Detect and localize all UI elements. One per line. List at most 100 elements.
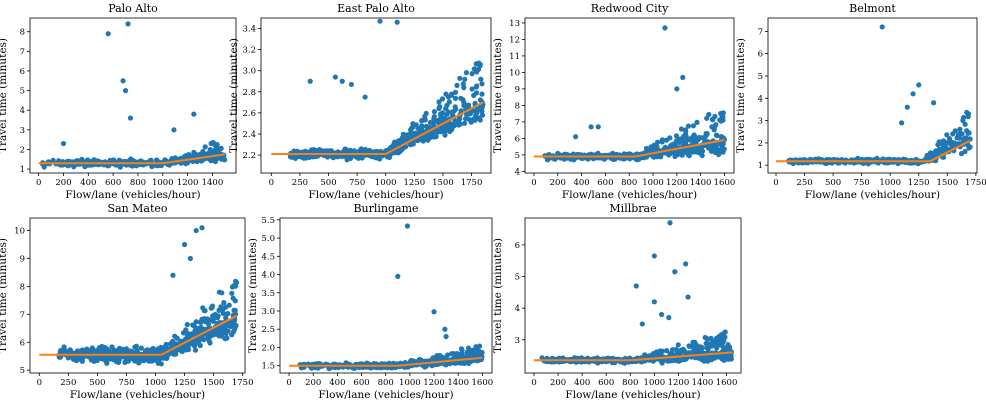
y-tick-label: 2.4 (242, 130, 256, 140)
scatter-point (201, 337, 207, 343)
scatter-point (193, 341, 199, 347)
scatter-point (181, 241, 188, 248)
scatter-point (170, 338, 176, 344)
scatter-point (947, 138, 953, 144)
scatter-point (683, 261, 689, 267)
y-tick-label: 2.0 (261, 343, 275, 353)
scatter-point (442, 326, 448, 332)
x-tick-label: 1600 (714, 178, 736, 188)
scatter-point (658, 311, 665, 318)
y-tick-label: 5 (515, 273, 520, 283)
y-tick-label: 3.4 (242, 25, 256, 35)
x-tick-label: 600 (353, 378, 369, 388)
fit-line (271, 101, 484, 155)
scatter-point (664, 348, 670, 354)
x-tick-label: 250 (796, 178, 812, 188)
scatter-point (409, 131, 415, 137)
scatter-point (187, 255, 193, 262)
scatter-point (299, 154, 305, 160)
scatter-point (346, 154, 352, 160)
scatter-point (690, 123, 697, 129)
fit-line (39, 314, 238, 356)
x-tick-label: 1000 (642, 178, 664, 188)
y-tick-label: 3 (20, 126, 25, 136)
scatter-point (133, 354, 139, 361)
scatter-point (205, 321, 211, 327)
scatter-point (461, 99, 467, 105)
scatter-point (950, 131, 956, 137)
x-tick-label: 1600 (472, 378, 494, 388)
y-tick-label: 10 (14, 227, 25, 237)
scatter-point (957, 126, 963, 132)
scatter-point (706, 145, 712, 151)
scatter-point (151, 356, 157, 362)
scatter-point (457, 75, 463, 81)
scatter-point (678, 126, 685, 132)
y-tick-label: 1 (758, 161, 763, 171)
y-axis-label: Travel time (minutes) (492, 38, 504, 153)
scatter-point (326, 366, 332, 372)
x-tick-label: 750 (349, 178, 365, 188)
scatter-point (174, 335, 180, 341)
y-tick-label: 4.5 (261, 252, 275, 262)
scatter-point (125, 21, 131, 27)
scatter-point (100, 355, 107, 362)
scatter-point (229, 290, 235, 296)
scatter-point (639, 321, 645, 327)
scatter-point (191, 111, 197, 117)
plot-frame (260, 17, 492, 174)
scatter-point (696, 144, 702, 150)
scatter-point (94, 158, 100, 164)
scatter-point (421, 135, 427, 141)
scatter-point (229, 284, 235, 290)
scatter-point (287, 154, 293, 160)
scatter-point (190, 322, 196, 328)
scatter-point (706, 111, 712, 118)
scatter-point (446, 99, 452, 105)
chart-title: Palo Alto (108, 2, 158, 15)
scatter-point (652, 145, 658, 151)
scatter-point (395, 273, 401, 279)
scatter-point (377, 18, 383, 24)
scatter-point (431, 355, 437, 361)
scatter-point (199, 225, 205, 231)
scatter-point (965, 111, 972, 117)
x-tick-label: 500 (825, 178, 841, 188)
scatter-point (685, 152, 691, 158)
scatter-point (146, 358, 152, 364)
scatter-point (454, 82, 460, 88)
scatter-point (364, 148, 370, 154)
scatter-point (92, 348, 98, 354)
scatter-point (899, 120, 905, 126)
scatter-point (221, 300, 227, 306)
scatter-point (109, 344, 115, 350)
y-tick-label: 8 (20, 282, 25, 292)
x-tick-label: 1750 (461, 178, 483, 188)
scatter-point (233, 278, 239, 284)
scatter-point (439, 96, 446, 102)
scatter-point (675, 342, 681, 348)
x-tick-label: 1000 (879, 178, 901, 188)
scatter-point (705, 346, 711, 352)
scatter-series (539, 220, 735, 366)
y-tick-label: 6 (515, 241, 520, 251)
scatter-point (678, 347, 684, 354)
y-tick-label: 9 (515, 85, 520, 95)
x-tick-label: 1500 (432, 178, 454, 188)
scatter-point (122, 359, 128, 365)
y-tick-label: 6 (20, 67, 25, 77)
scatter-point (588, 151, 594, 157)
scatter-point (718, 118, 724, 124)
scatter-point (674, 86, 680, 92)
scatter-point (916, 82, 922, 88)
scatter-point (230, 295, 236, 301)
scatter-point (197, 342, 203, 349)
scatter-point (86, 348, 92, 354)
scatter-point (962, 148, 968, 155)
scatter-point (465, 102, 472, 108)
x-tick-label: 0 (269, 178, 274, 188)
scatter-point (931, 100, 937, 106)
scatter-point (479, 81, 485, 87)
scatter-point (720, 331, 727, 337)
scatter-point (904, 104, 910, 110)
